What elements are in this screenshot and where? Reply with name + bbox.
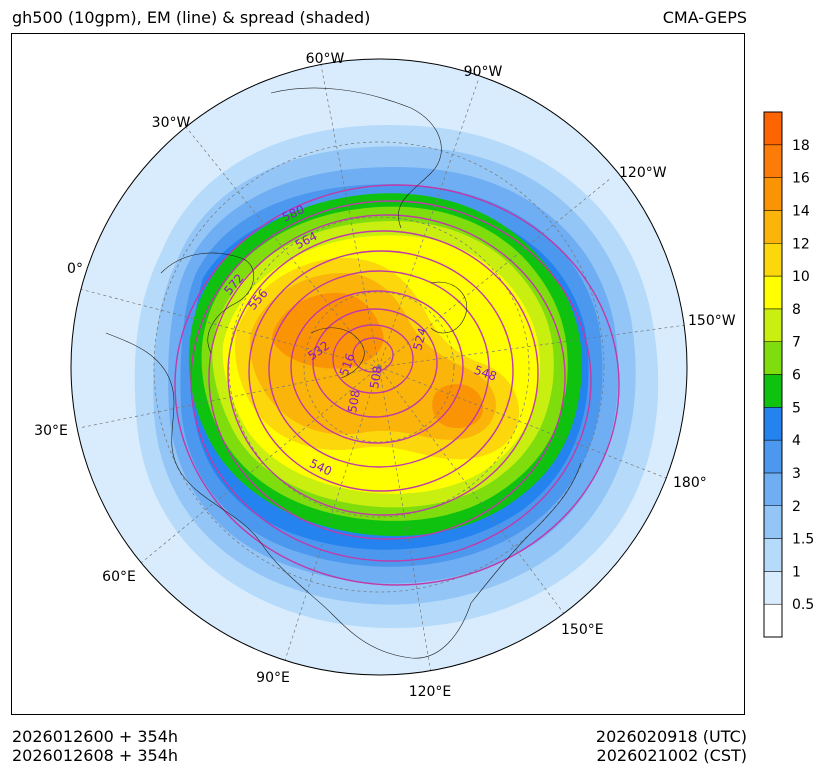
colorbar-cell: [763, 538, 783, 572]
colorbar-tick-label: 10: [792, 269, 810, 285]
lon-label-90w: 90°W: [464, 64, 503, 80]
model-name: CMA-GEPS: [662, 8, 747, 27]
mean-height-contours: [174, 184, 620, 586]
colorbar-tick-label: 1.5: [792, 532, 814, 548]
valid-time-cst: 2026021002 (CST): [596, 746, 747, 765]
contour-532: [290, 290, 464, 444]
colorbar-tick-label: 16: [792, 171, 810, 187]
colorbar-tick-label: 5: [792, 400, 801, 416]
lon-label-0: 0°: [67, 261, 83, 277]
lon-label-30w: 30°W: [152, 115, 191, 131]
colorbar-labels: 0.5 1 1.5 2 3 4 5 6 7 8 10 12 14 16 18: [792, 138, 814, 613]
lon-label-120e: 120°E: [409, 684, 452, 700]
init-time-cst: 2026012608 + 354h: [12, 746, 179, 765]
contour-556: [227, 230, 539, 516]
colorbar-tick-label: 8: [792, 302, 801, 318]
colorbar-cell: [763, 210, 783, 244]
init-time-block: 2026012600 + 354h 2026012608 + 354h: [12, 727, 178, 765]
polar-stereographic-map: 580 564 572 556 532 516 524 508 508 548 …: [34, 51, 736, 700]
spread-shading: [71, 59, 687, 675]
colorbar-cell: [763, 374, 783, 408]
colorbar-cell: [763, 177, 783, 211]
colorbar-cell: [763, 571, 783, 605]
colorbar-tick-label: 12: [792, 236, 810, 252]
colorbar-tick-label: 6: [792, 368, 801, 384]
lon-label-30e: 30°E: [34, 423, 68, 439]
contour-label-508a: 508: [367, 365, 385, 390]
colorbar-tick-label: 4: [792, 433, 801, 449]
colorbar-cell: [763, 341, 783, 375]
contour-548: [248, 250, 514, 492]
colorbar-cell: [763, 407, 783, 441]
lon-label-120w: 120°W: [619, 165, 667, 181]
contour-label-508b: 508: [345, 389, 363, 414]
graticule: [75, 64, 687, 674]
valid-time-block: 2026020918 (UTC) 2026021002 (CST): [596, 727, 747, 765]
lon-label-60w: 60°W: [306, 51, 345, 67]
lon-label-60e: 60°E: [102, 569, 136, 585]
colorbar-tick-label: 7: [792, 335, 801, 351]
contour-label-524: 524: [410, 326, 429, 352]
coastlines: [105, 87, 582, 659]
colorbar-cell: [763, 603, 783, 638]
lon-label-150e: 150°E: [561, 622, 604, 638]
colorbar-tick-label: 14: [792, 203, 810, 219]
colorbar-cell: [763, 308, 783, 342]
map-title: gh500 (10gpm), EM (line) & spread (shade…: [12, 8, 371, 27]
colorbar: 0.5 1 1.5 2 3 4 5 6 7 8 10 12 14 16 18: [763, 111, 814, 638]
map-boundary: [70, 58, 688, 676]
colorbar-cell: [763, 275, 783, 310]
contour-540: [268, 270, 490, 468]
contour-524: [312, 308, 438, 418]
longitude-labels: 60°W 90°W 30°W 120°W 0° 150°W 30°E 180° …: [34, 51, 736, 700]
colorbar-tick-label: 3: [792, 466, 801, 482]
spread-band-16b: [432, 384, 484, 429]
contour-572: [190, 200, 592, 562]
colorbar-tick-label: 2: [792, 499, 801, 515]
colorbar-cell: [763, 505, 783, 539]
valid-time-utc: 2026020918 (UTC): [595, 727, 747, 746]
contour-580: [174, 184, 620, 586]
contour-564: [208, 214, 566, 540]
colorbar-cell: [763, 144, 783, 178]
colorbar-cell: [763, 439, 783, 474]
lon-label-90e: 90°E: [256, 670, 290, 686]
lon-label-180: 180°: [673, 475, 707, 491]
lon-label-150w: 150°W: [688, 313, 736, 329]
colorbar-tick-label: 1: [792, 564, 801, 580]
colorbar-cell: [763, 111, 783, 146]
colorbar-cells: [763, 111, 783, 638]
colorbar-tick-label: 0.5: [792, 597, 814, 613]
contour-516: [332, 324, 414, 394]
colorbar-cell: [763, 472, 783, 506]
colorbar-cell: [763, 243, 783, 277]
colorbar-border: [763, 111, 783, 638]
init-time-utc: 2026012600 + 354h: [12, 727, 179, 746]
colorbar-tick-label: 18: [792, 138, 810, 154]
